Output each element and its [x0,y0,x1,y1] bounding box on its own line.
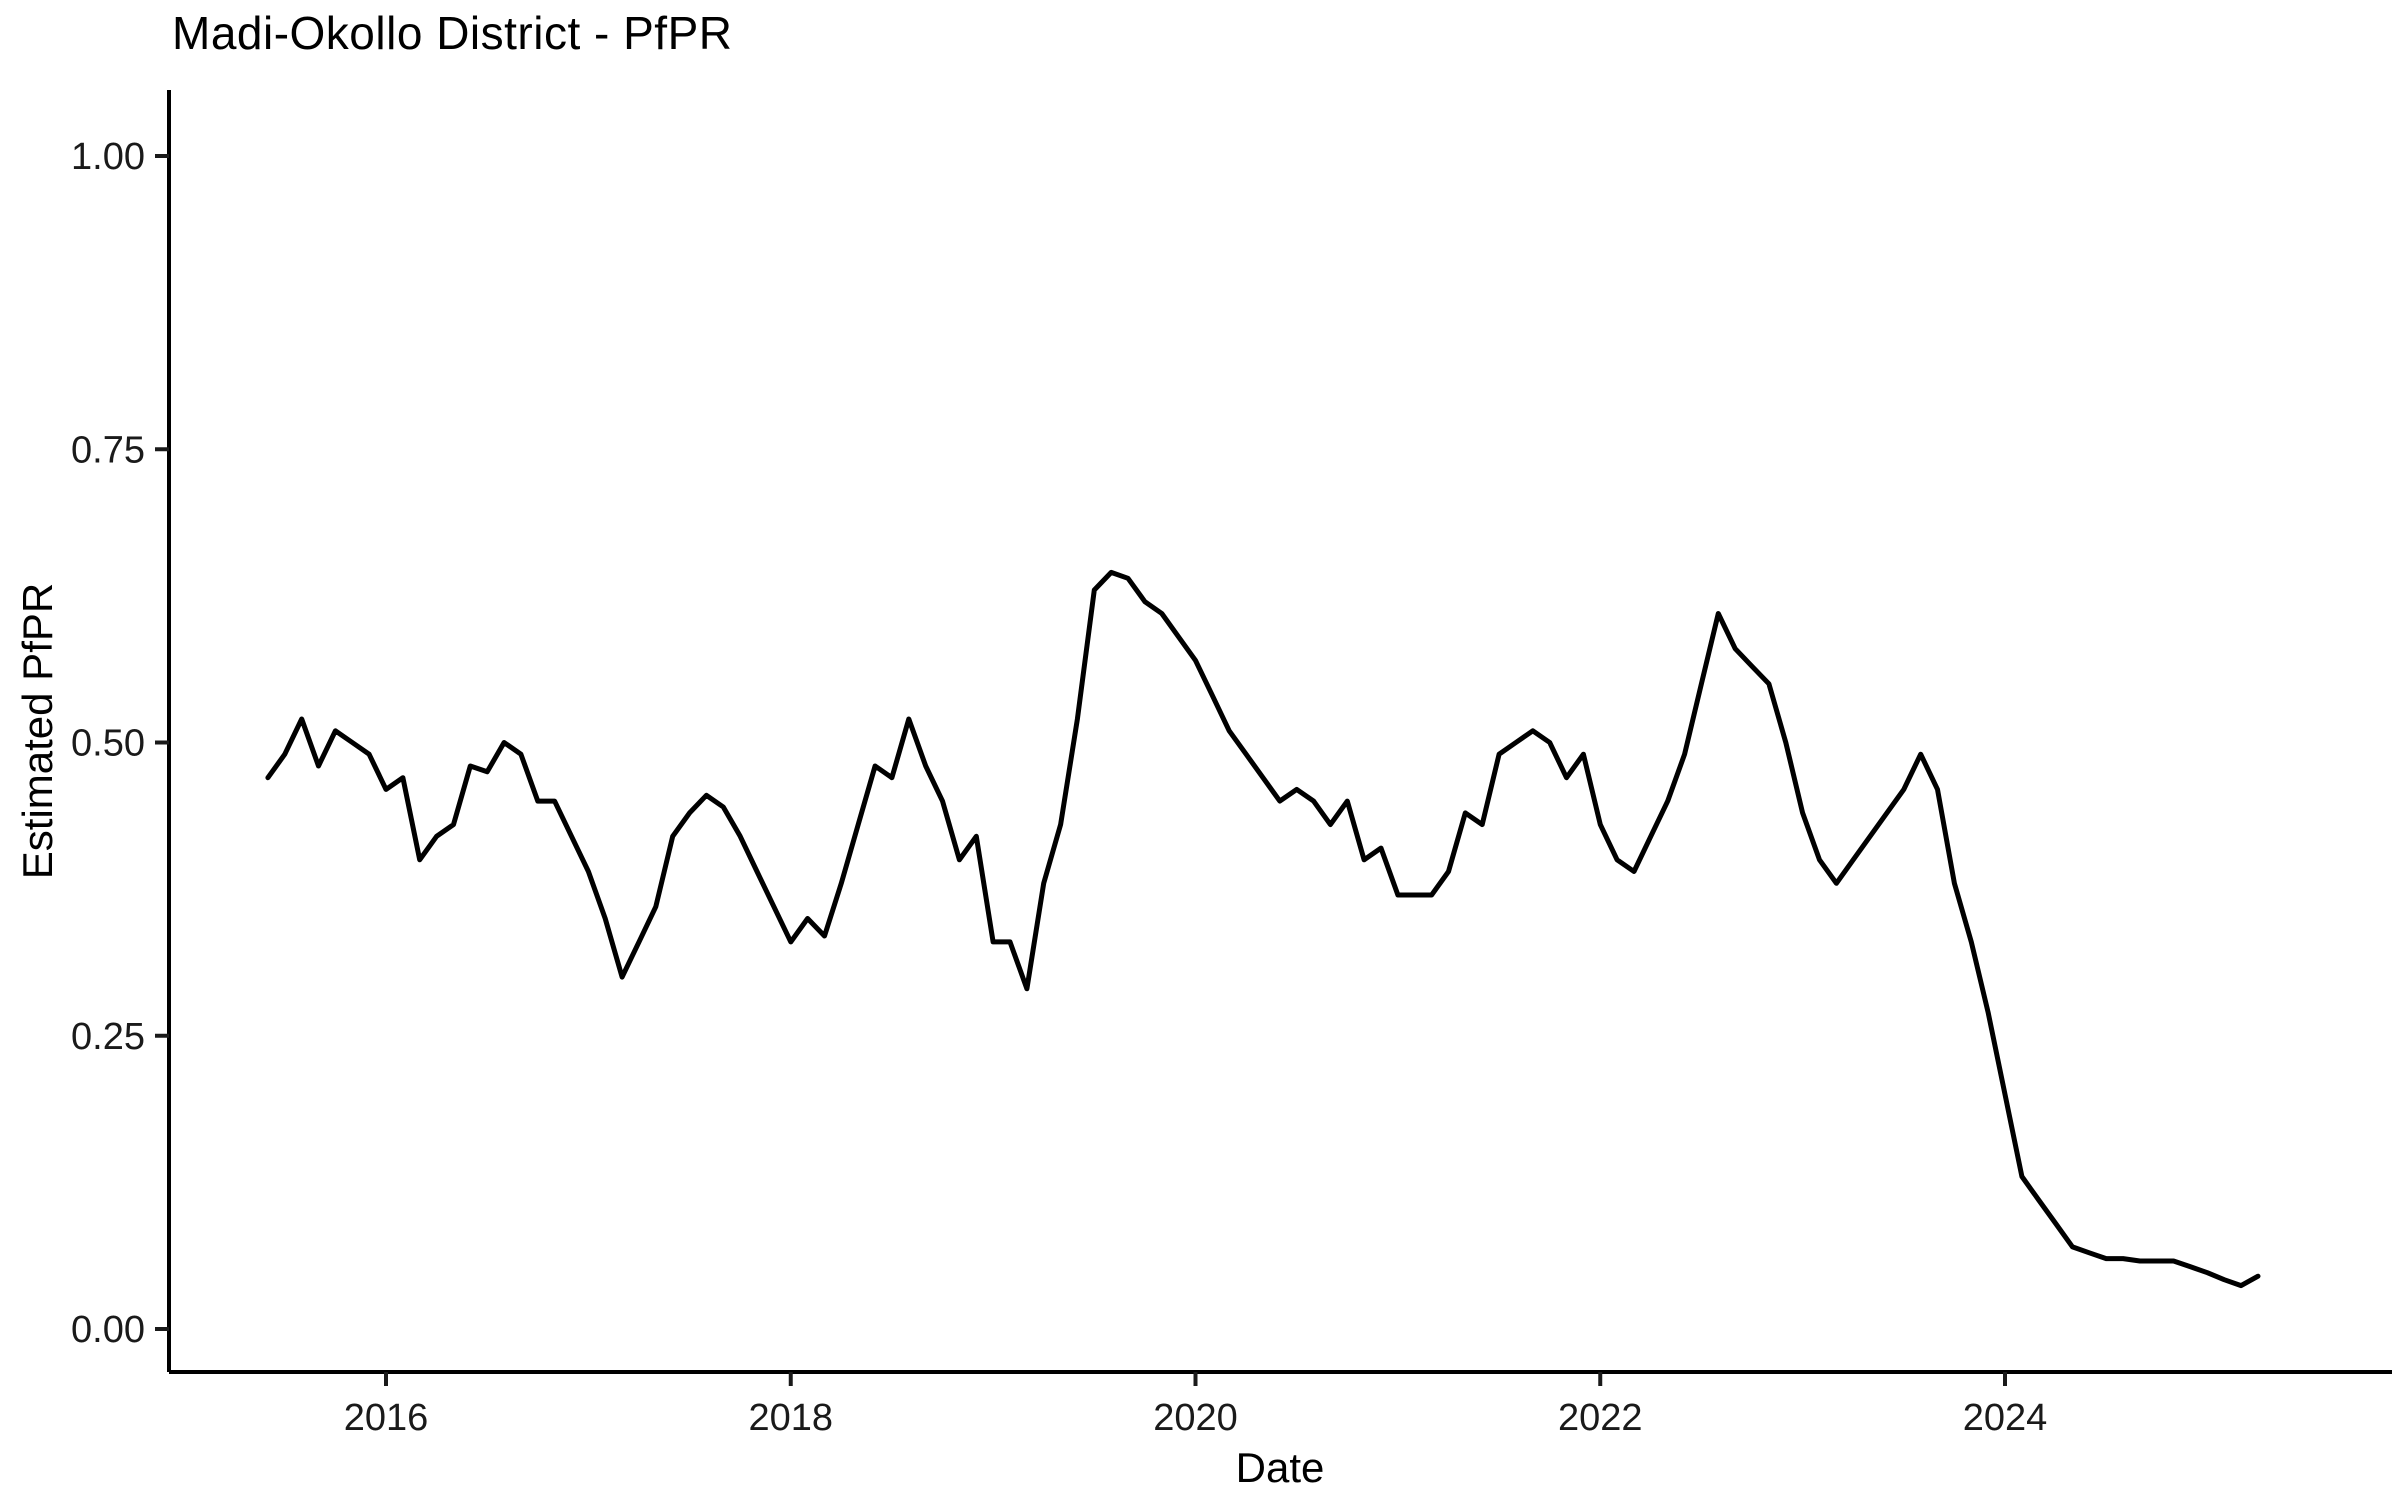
pfpr-data-line [265,569,2261,1289]
y-tick-label: 0.50 [71,723,145,765]
x-tick-label: 2018 [748,1397,833,1439]
x-tick-label: 2024 [1963,1397,2048,1439]
x-tick-label: 2016 [344,1397,429,1439]
y-tick-label: 1.00 [71,136,145,178]
y-tick-label: 0.25 [71,1016,145,1058]
y-tick-label: 0.00 [71,1309,145,1351]
x-tick-label: 2020 [1153,1397,1238,1439]
chart-title: Madi-Okollo District - PfPR [172,7,733,59]
y-tick-label: 0.75 [71,429,145,471]
x-axis-title: Date [1235,1444,1325,1491]
x-tick-label: 2022 [1558,1397,1643,1439]
